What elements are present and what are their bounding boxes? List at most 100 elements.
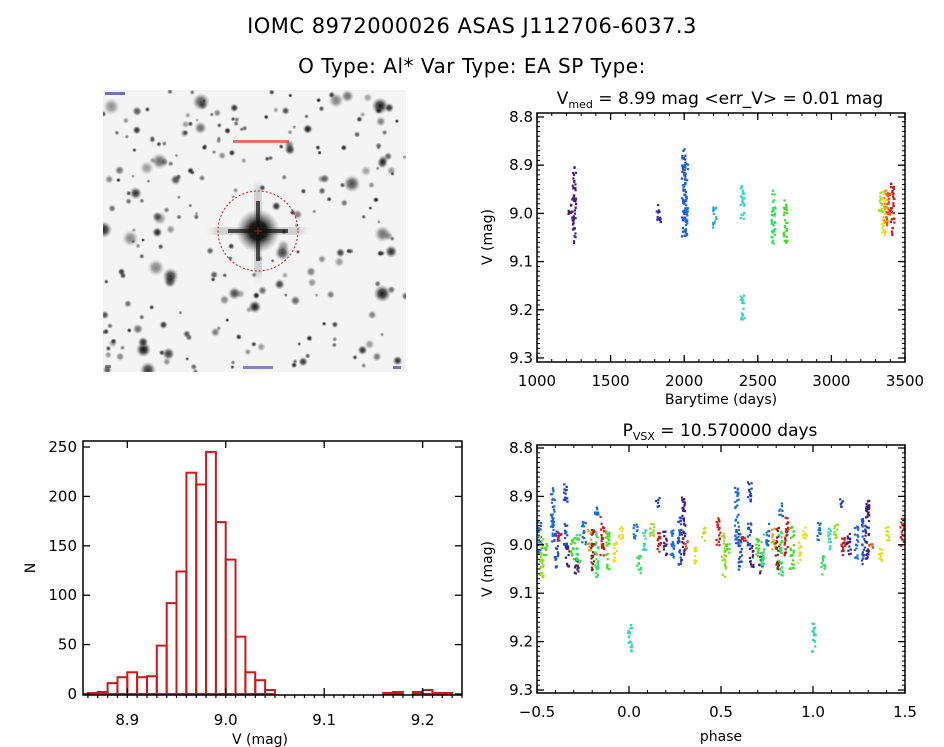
lightcurve-point [879,198,883,201]
lightcurve-cluster [683,162,690,237]
lightcurve-point [683,210,686,213]
phased-point [702,531,705,534]
phased-point [596,573,599,576]
phased-point [722,532,725,535]
phased-point [771,533,774,536]
field-star [317,254,327,264]
phased-point [870,543,873,546]
field-star [211,149,217,155]
phased-point [885,534,888,537]
phased-point [596,511,600,514]
phased-point [608,535,611,538]
phased-point [621,527,624,530]
phased-point [836,528,839,531]
phased-point [755,547,758,550]
lightcurve-point [712,206,715,209]
phased-point [765,541,768,544]
phased-point [591,544,594,547]
lightcurve-cluster [739,185,746,220]
phased-point [539,524,543,527]
phased-point [723,536,726,539]
phased-point [629,646,632,649]
phased-point [594,512,597,515]
phased-point [847,549,850,552]
phased-cluster [846,532,852,556]
phased-point [857,535,860,538]
phased-point [812,630,815,633]
phased-point [551,498,554,501]
histogram-ytick-label: 100 [48,586,77,604]
phased-point [855,556,858,559]
phased-point [552,534,555,537]
phased-point [779,508,782,511]
field-star [132,323,144,335]
phased-point [606,558,609,561]
scale-bar [393,366,401,369]
phased-point [802,533,805,537]
lightcurve-ytick-label: 9.2 [509,301,533,319]
lightcurve-point [883,193,886,196]
phased-point [818,531,821,535]
phased-point [781,570,784,574]
field-star [375,142,383,150]
phased-point [595,558,598,561]
phased-cluster [684,540,689,550]
lightcurve-point [686,222,689,225]
phased-point [759,570,762,573]
phased-point [590,566,594,569]
phased-point [538,535,542,538]
phased-point [821,557,824,560]
phased-cluster [594,531,600,579]
lightcurve-point [743,211,746,214]
phased-point [813,634,816,637]
phased-cluster [581,521,588,546]
phased-point [867,511,870,514]
lightcurve-point [785,240,788,243]
histogram-bar [106,682,119,695]
phased-point [866,504,869,507]
histogram-xtick-label: 8.9 [115,711,139,729]
phased-point [620,530,624,533]
field-star [157,243,164,250]
lightcurve-point [740,316,743,319]
phased-point [564,532,567,535]
phased-point [715,543,718,546]
phased-point [900,521,903,524]
phased-point [539,542,542,545]
phased-point [678,531,681,535]
phased-point [584,540,588,544]
phased-point [600,536,603,539]
phased-point [846,541,849,544]
phased-point [848,541,852,544]
lightcurve-point [742,307,745,310]
phased-point [678,521,681,524]
phased-point [844,543,847,546]
phased-point [723,563,727,566]
phased-point [817,529,820,532]
phased-point [703,530,706,533]
phased-point [683,498,686,501]
field-star [206,246,214,255]
lightcurve-point [659,221,662,224]
phased-point [866,513,869,516]
field-star [373,284,392,303]
field-star [372,351,382,362]
field-star [353,131,361,138]
phased-cluster [715,517,722,547]
lightcurve-point [573,179,576,183]
lightcurve-point [659,216,662,219]
lightcurve-point [772,242,775,245]
phased-point [678,549,681,552]
phased-point [595,566,598,569]
phased-point [854,543,858,546]
phased-point [792,549,795,552]
phased-point [866,515,869,519]
phased-point [539,552,542,555]
phased-point [762,551,765,554]
phased-cluster [538,535,545,579]
field-star [156,141,162,147]
field-star [273,107,279,113]
phased-point [681,533,684,536]
phased-point [865,541,868,544]
phased-point [551,532,554,535]
